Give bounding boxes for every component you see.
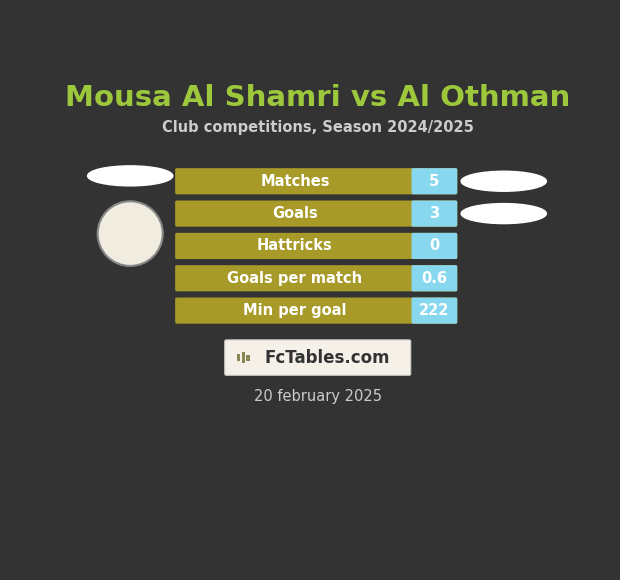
FancyBboxPatch shape xyxy=(412,168,458,194)
FancyBboxPatch shape xyxy=(237,354,241,361)
Text: Goals: Goals xyxy=(272,206,318,221)
FancyBboxPatch shape xyxy=(175,265,458,291)
Text: Goals per match: Goals per match xyxy=(228,271,363,286)
FancyBboxPatch shape xyxy=(247,354,249,361)
Text: Matches: Matches xyxy=(260,174,330,188)
FancyBboxPatch shape xyxy=(175,233,458,259)
Text: 0.6: 0.6 xyxy=(422,271,448,286)
Text: FcTables.com: FcTables.com xyxy=(264,349,390,367)
Text: Club competitions, Season 2024/2025: Club competitions, Season 2024/2025 xyxy=(162,120,474,135)
FancyBboxPatch shape xyxy=(224,340,410,375)
FancyBboxPatch shape xyxy=(412,298,458,324)
Text: Min per goal: Min per goal xyxy=(243,303,347,318)
FancyBboxPatch shape xyxy=(412,265,458,291)
Circle shape xyxy=(97,201,162,266)
Text: 222: 222 xyxy=(419,303,449,318)
Ellipse shape xyxy=(461,204,546,224)
Ellipse shape xyxy=(87,166,173,186)
FancyBboxPatch shape xyxy=(175,201,458,227)
Text: 5: 5 xyxy=(429,174,440,188)
FancyBboxPatch shape xyxy=(175,168,458,194)
Ellipse shape xyxy=(461,171,546,191)
Text: 3: 3 xyxy=(429,206,440,221)
FancyBboxPatch shape xyxy=(412,233,458,259)
Text: Mousa Al Shamri vs Al Othman: Mousa Al Shamri vs Al Othman xyxy=(65,84,570,112)
Text: 0: 0 xyxy=(429,238,440,253)
Text: Hattricks: Hattricks xyxy=(257,238,333,253)
Text: 20 february 2025: 20 february 2025 xyxy=(254,389,382,404)
FancyBboxPatch shape xyxy=(412,201,458,227)
FancyBboxPatch shape xyxy=(242,352,245,363)
FancyBboxPatch shape xyxy=(175,298,458,324)
